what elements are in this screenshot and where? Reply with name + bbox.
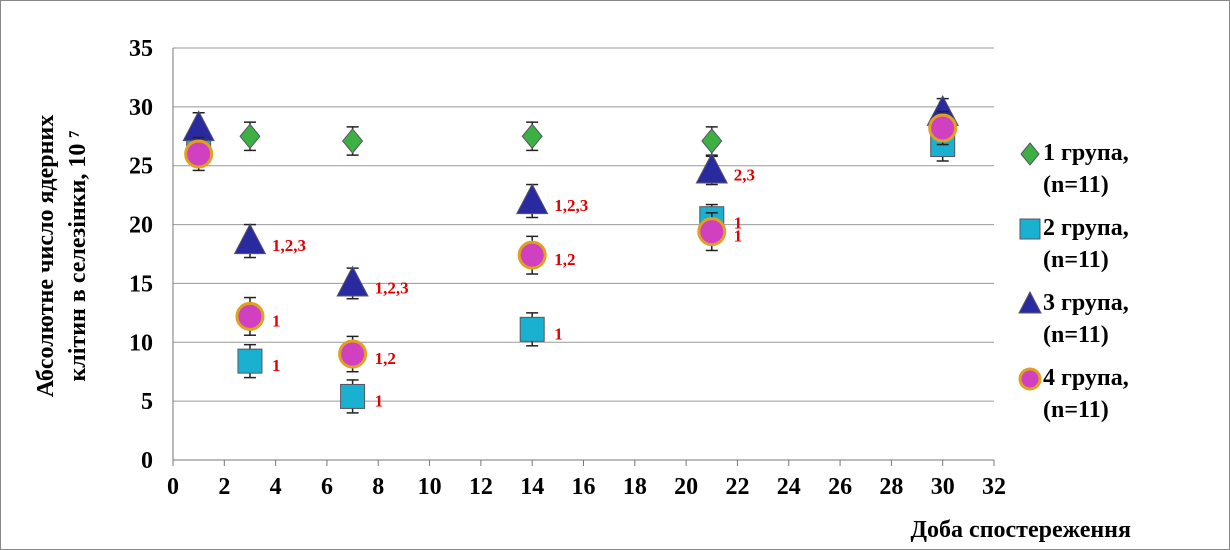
marker xyxy=(237,348,263,374)
annotation: 1,2,3 xyxy=(375,278,409,297)
annotation: 1 xyxy=(554,324,563,343)
y-tick-label: 35 xyxy=(129,36,153,62)
x-tick-label: 2 xyxy=(218,474,230,500)
marker xyxy=(701,128,723,154)
marker xyxy=(184,139,214,169)
marker xyxy=(342,128,364,154)
y-tick-label: 20 xyxy=(129,213,153,239)
x-tick-label: 8 xyxy=(372,474,384,500)
marker xyxy=(1020,142,1040,166)
legend-label: 4 група, (n=11) xyxy=(1043,365,1129,423)
y-tick-label: 30 xyxy=(129,95,153,121)
x-axis-title: Доба спостереження xyxy=(911,517,1131,543)
marker xyxy=(521,123,543,150)
y-tick-label: 5 xyxy=(141,389,153,415)
marker xyxy=(519,316,545,342)
x-tick-label: 30 xyxy=(931,474,955,500)
x-tick-label: 12 xyxy=(469,474,493,500)
marker xyxy=(928,113,958,143)
annotation: 1 xyxy=(734,214,743,233)
marker xyxy=(517,240,547,270)
annotation: 1,2 xyxy=(375,349,396,368)
y-axis-title: клітин в селезінки, 10 ⁷ xyxy=(65,130,91,381)
marker xyxy=(182,110,215,142)
marker xyxy=(1018,367,1042,391)
x-tick-label: 24 xyxy=(777,474,801,500)
legend-label: 3 група, (n=11) xyxy=(1043,290,1129,348)
x-tick-label: 22 xyxy=(725,474,749,500)
x-tick-label: 14 xyxy=(520,474,544,500)
marker xyxy=(697,217,727,247)
marker xyxy=(235,301,265,331)
annotation: 1,2 xyxy=(554,250,575,269)
x-tick-label: 28 xyxy=(879,474,903,500)
x-tick-label: 16 xyxy=(572,474,596,500)
y-tick-label: 0 xyxy=(141,448,153,474)
annotation: 1,2,3 xyxy=(272,236,306,255)
x-tick-label: 4 xyxy=(270,474,282,500)
marker xyxy=(233,223,267,255)
marker xyxy=(1018,290,1042,314)
x-tick-label: 10 xyxy=(418,474,442,500)
x-tick-label: 32 xyxy=(982,474,1006,500)
y-tick-label: 25 xyxy=(129,154,153,180)
y-axis-title: Абсолютне число ядерних xyxy=(33,115,59,397)
marker xyxy=(340,383,366,409)
annotation: 1 xyxy=(272,311,281,330)
annotation: 1 xyxy=(734,227,743,246)
annotation: 1 xyxy=(375,391,384,410)
y-tick-label: 15 xyxy=(129,271,153,297)
annotation: 1 xyxy=(272,356,281,375)
legend-label: 2 група, (n=11) xyxy=(1043,215,1129,273)
x-tick-label: 20 xyxy=(674,474,698,500)
marker xyxy=(515,183,549,215)
marker xyxy=(1019,218,1041,240)
legend-label: 1 група, (n=11) xyxy=(1043,140,1129,198)
marker xyxy=(695,152,729,184)
marker xyxy=(336,265,369,297)
annotation: 2,3 xyxy=(734,165,755,184)
annotation: 1,2,3 xyxy=(554,196,588,215)
y-tick-label: 10 xyxy=(129,330,153,356)
marker xyxy=(239,123,261,150)
x-tick-label: 26 xyxy=(828,474,852,500)
x-tick-label: 0 xyxy=(167,474,179,500)
marker xyxy=(338,339,368,369)
x-tick-label: 6 xyxy=(321,474,333,500)
x-tick-label: 18 xyxy=(623,474,647,500)
